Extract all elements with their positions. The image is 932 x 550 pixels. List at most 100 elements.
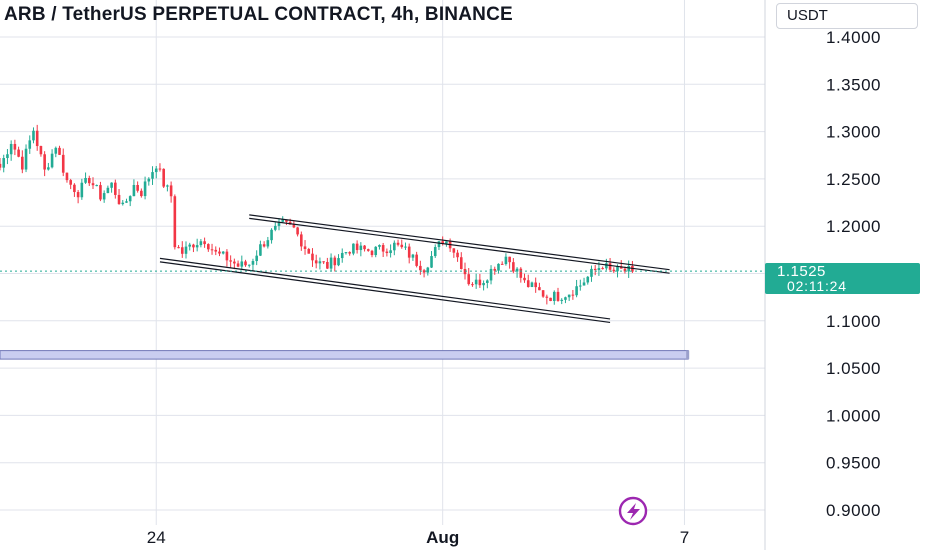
time-axis[interactable]: 24 Aug 7 [147,528,689,547]
candle-down [363,245,366,250]
candle-down [117,194,121,205]
upper-channel-parallel[interactable] [249,217,670,274]
candle-up [530,282,534,288]
candle-down [366,249,370,251]
candle-down [314,260,318,264]
grid [0,0,765,525]
candle-up [166,185,169,187]
candle-down [158,168,162,170]
candle-down [459,257,463,269]
candle-up [151,172,154,179]
candle-up [154,168,158,173]
candle-up [281,219,285,222]
support-zone-handle[interactable] [686,350,690,360]
candle-down [549,297,552,302]
last-price-value: 1.1525 [777,263,826,280]
y-tick-label: 1.0000 [826,406,881,425]
candle-up [374,246,378,256]
upper-channel[interactable] [249,214,670,271]
y-tick-label: 1.2000 [826,217,881,236]
candle-up [575,286,578,296]
candle-down [210,249,214,251]
candle-down [593,268,597,271]
candle-down [13,143,17,150]
y-tick-label: 1.4000 [826,28,881,47]
lightning-icon[interactable] [618,496,648,526]
candle-down [39,146,43,155]
y-tick-label: 1.3500 [826,75,881,94]
candle-down [61,154,65,173]
candle-up [251,261,255,265]
candle-down [76,192,80,198]
candle-down [500,263,504,265]
candle-down [355,243,359,251]
candle-up [564,297,567,300]
candle-down [225,251,229,261]
candle-up [340,252,344,259]
chart-title: ARB / TetherUS PERPETUAL CONTRACT, 4h, B… [4,4,513,25]
x-tick-label: Aug [426,528,459,547]
currency-selector[interactable]: USDT [776,3,918,29]
candle-down [114,182,117,195]
candle-down [300,234,303,247]
lower-channel-parallel[interactable] [159,261,611,324]
candle-up [582,282,586,286]
support-zone[interactable] [0,350,689,360]
candle-up [597,268,601,271]
candle-up [273,225,277,230]
candle-up [430,256,433,268]
candle-down [407,246,411,258]
candle-up [28,140,32,149]
y-tick-label: 1.2500 [826,170,881,189]
candle-up [329,257,333,269]
candle-up [247,264,251,266]
candle-down [180,247,184,254]
candle-up [486,280,489,283]
support-zone-layer[interactable] [0,350,690,360]
candle-up [50,153,54,168]
candle-down [91,183,95,186]
candle-down [140,190,143,197]
candle-up [337,258,340,266]
candle-up [110,182,113,188]
candle-down [348,252,351,254]
candle-up [259,244,262,256]
candle-up [125,201,128,203]
candle-down [612,269,616,272]
candle-up [515,268,519,272]
candle-up [188,244,192,247]
candle-down [422,270,426,273]
candle-down [471,284,474,286]
candle-up [579,285,582,287]
candle-up [132,184,136,197]
candle-up [605,263,608,269]
candle-down [307,249,311,254]
candle-up [255,255,258,262]
candle-down [608,263,612,270]
candle-down [207,244,210,250]
lower-channel[interactable] [159,257,611,320]
candle-down [441,241,444,244]
last-price-label: 1.1525 02:11:24 [765,263,920,294]
candle-up [199,241,203,246]
candle-down [233,261,236,264]
candle-down [541,290,545,297]
channel-drawings[interactable] [159,214,670,324]
candle-up [474,279,478,285]
candle-down [311,253,314,261]
candle-up [352,243,355,254]
candle-up [2,158,6,168]
candle-up [195,245,199,248]
candle-up [128,196,132,202]
candle-countdown: 02:11:24 [787,278,847,294]
candle-up [277,221,281,226]
candle-up [359,245,363,251]
y-tick-label: 1.0500 [826,359,881,378]
candle-down [173,196,177,248]
candle-down [244,261,247,266]
candle-down [419,265,422,271]
candle-down [534,282,537,288]
candle-up [84,177,87,183]
candle-down [73,184,76,193]
